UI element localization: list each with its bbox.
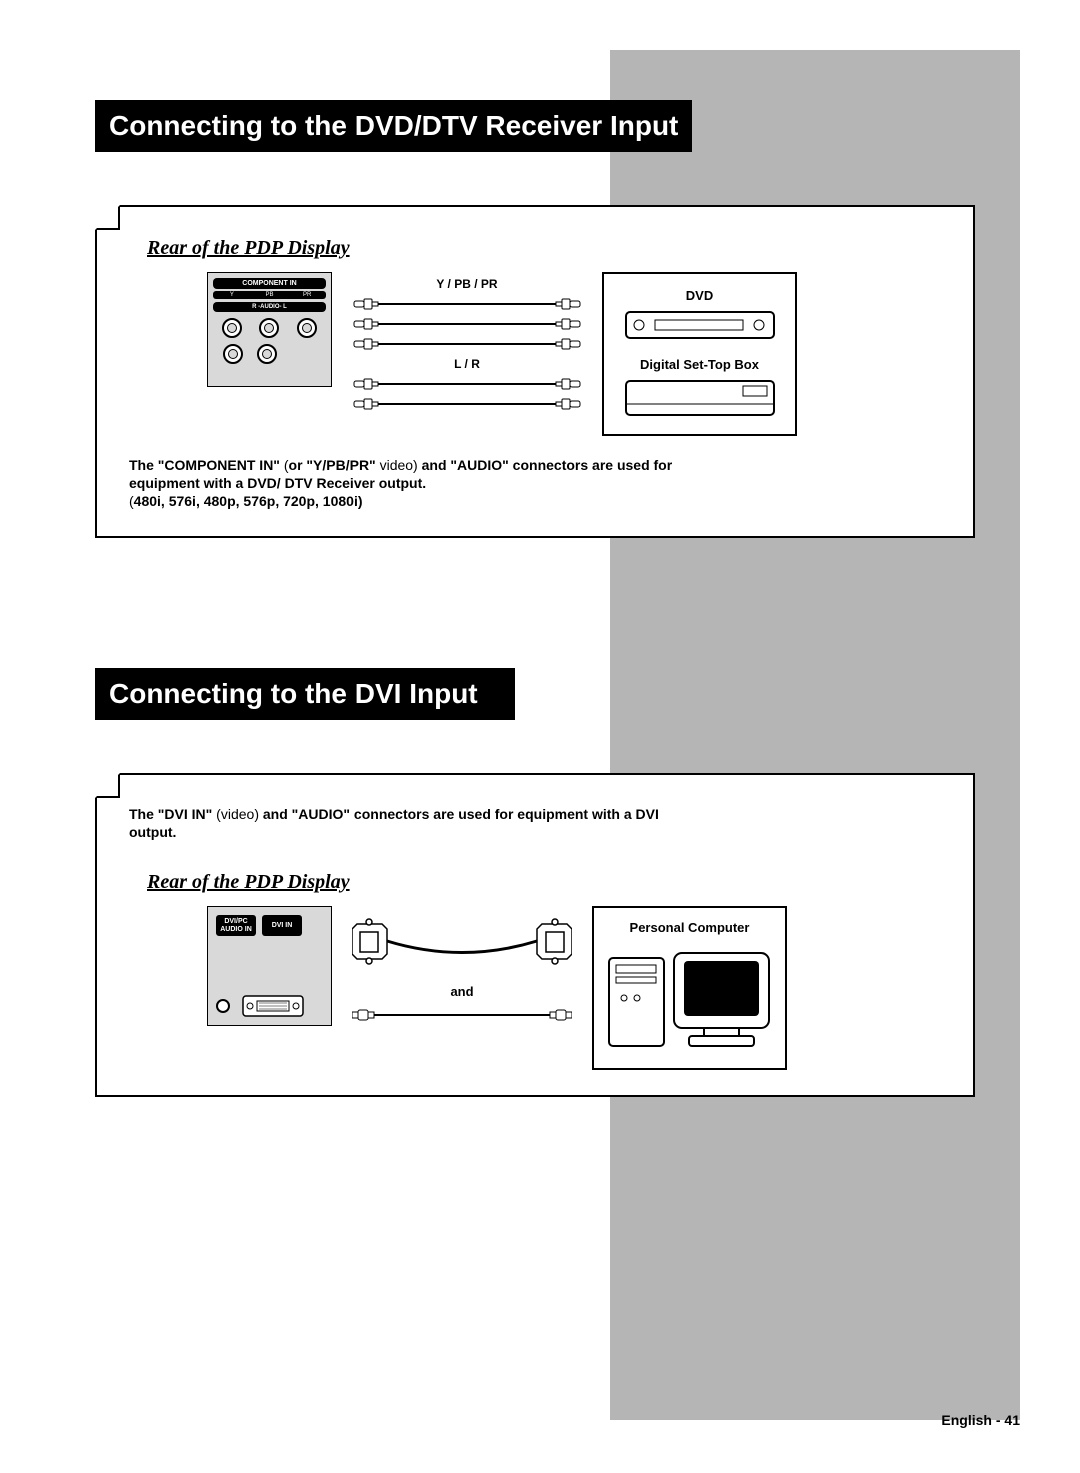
dvi-in-panel: DVI/PCAUDIO IN DVI IN [207,906,332,1026]
dvi-in-pill: DVI IN [262,915,302,936]
pc-panel: Personal Computer [592,906,787,1070]
diagram-row-2: DVI/PCAUDIO IN DVI IN [117,906,953,1070]
aux-cable-icon [352,1009,572,1021]
section2-frame: The "DVI IN" (video) and "AUDIO" connect… [95,773,975,1097]
dvi-cables-column: and [352,914,572,1021]
diagram-row-1: COMPONENT IN Y PB PR R -AUDIO- L [117,272,953,436]
component-in-panel: COMPONENT IN Y PB PR R -AUDIO- L [207,272,332,387]
jack-icon [297,318,317,338]
audio-jack-icon [216,999,230,1013]
jack-icon [223,344,243,364]
audio-in-pill: DVI/PCAUDIO IN [216,915,256,936]
section2-title: Connecting to the DVI Input [95,668,515,720]
dvd-label: DVD [614,288,785,303]
dvd-player-icon [625,311,775,343]
pb-label: PB [262,292,276,298]
rca-cable-icon [352,317,582,331]
section2-note: The "DVI IN" (video) and "AUDIO" connect… [129,805,689,841]
rca-cable-icon [352,337,582,351]
jack-icon [222,318,242,338]
rear-label-1: Rear of the PDP Display [147,237,953,260]
jack-icon [257,344,277,364]
audio-jacks [213,344,326,364]
pr-label: PR [300,292,314,298]
ypbpr-labels: Y PB PR [213,291,326,299]
jack-icon [259,318,279,338]
rear-label-2: Rear of the PDP Display [147,871,953,894]
dvi-cable-icon [352,914,572,974]
pc-label: Personal Computer [604,920,775,935]
rca-cable-icon [352,377,582,391]
cables-column: Y / PB / PR [352,277,582,411]
audio-cable-label: L / R [454,357,480,371]
personal-computer-icon [604,943,774,1053]
frame-notch-icon [95,205,120,230]
section1-frame: Rear of the PDP Display COMPONENT IN Y P… [95,205,975,538]
section1-title: Connecting to the DVD/DTV Receiver Input [95,100,692,152]
stb-label: Digital Set-Top Box [614,357,785,372]
and-label: and [450,984,473,999]
dvi-port-icon [242,995,304,1017]
y-label: Y [225,292,239,298]
rca-cable-icon [352,397,582,411]
frame-notch-icon [95,773,120,798]
component-in-header: COMPONENT IN [213,278,326,289]
page-footer: English - 41 [941,1412,1020,1428]
settop-box-icon [625,380,775,420]
section1-note: The "COMPONENT IN" (or "Y/PB/PR" video) … [129,456,689,511]
video-cable-label: Y / PB / PR [436,277,497,291]
audio-header: R -AUDIO- L [213,302,326,312]
rca-cable-icon [352,297,582,311]
page-content: Connecting to the DVD/DTV Receiver Input… [95,100,975,1097]
video-jacks [213,318,326,338]
devices-panel-1: DVD Digital Set-Top Box [602,272,797,436]
